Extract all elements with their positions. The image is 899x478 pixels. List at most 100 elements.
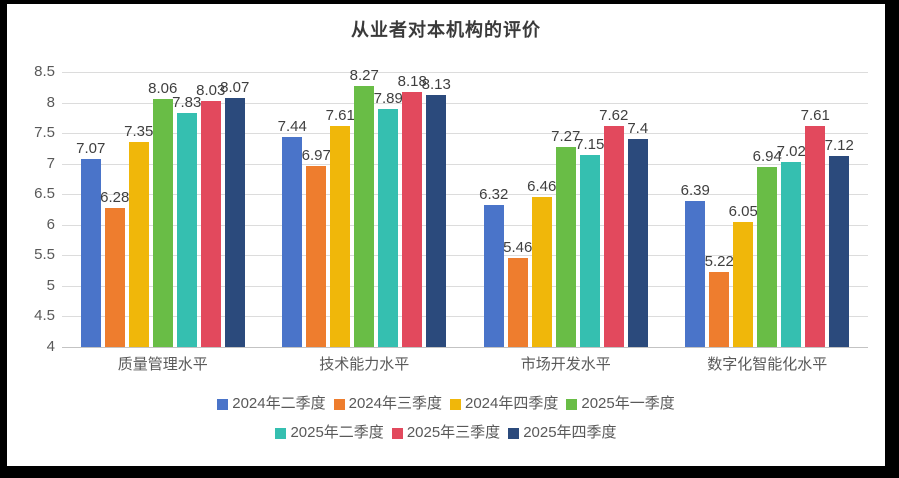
- bar: 7.89: [374, 90, 403, 347]
- chart-canvas: 从业者对本机构的评价 8.5 8 7.5 7 6.5 6 5.5 5 4.5 4 7.07 6.28…: [7, 4, 885, 466]
- legend-item: 2025年四季度: [508, 424, 617, 442]
- bar-value-label: 8.13: [421, 75, 451, 93]
- y-tick-label: 6.5: [34, 185, 55, 203]
- legend-item: 2024年三季度: [333, 395, 442, 413]
- legend-label: 2024年二季度: [232, 395, 326, 412]
- bar: 7.12: [825, 137, 854, 347]
- legend-item: 2024年二季度: [217, 395, 326, 413]
- bar: 7.62: [599, 107, 628, 347]
- y-axis: 8.5 8 7.5 7 6.5 6 5.5 5 4.5 4: [7, 63, 55, 355]
- legend-swatch: [566, 398, 578, 410]
- bar-group: 6.39 5.22 6.05 6.94 7.02 7.61 7.12: [667, 72, 869, 347]
- y-tick-label: 8.5: [34, 63, 55, 80]
- y-tick-label: 7: [46, 154, 55, 172]
- legend-item: 2025年二季度: [275, 424, 384, 442]
- bar-group: 7.07 6.28 7.35 8.06 7.83 8.03 8.07: [62, 72, 264, 347]
- bar: 7.61: [801, 107, 830, 347]
- gridline: [62, 255, 868, 257]
- bar: 6.28: [100, 189, 129, 347]
- bar-value-label: 7.27: [551, 128, 581, 146]
- bar: 6.39: [681, 182, 710, 347]
- bar-value-label: 6.39: [680, 181, 710, 199]
- bar-value-label: 5.22: [704, 253, 734, 271]
- y-tick-label: 4: [46, 338, 55, 355]
- gridline: [62, 133, 868, 135]
- bar: 5.22: [705, 253, 734, 347]
- bar: 8.13: [422, 76, 451, 347]
- bar-value-label: 6.97: [301, 146, 331, 164]
- bar: 6.46: [527, 178, 556, 347]
- bar-value-label: 8.27: [349, 67, 379, 85]
- bar-value-label: 7.12: [824, 137, 854, 155]
- y-tick-label: 6: [46, 215, 55, 233]
- bar: 7.02: [777, 143, 806, 347]
- bar-group: 6.32 5.46 6.46 7.27 7.15 7.62 7.4: [465, 72, 667, 347]
- bar-value-label: 7.89: [373, 90, 403, 108]
- legend-label: 2024年三季度: [348, 395, 442, 412]
- x-axis: 质量管理水平 技术能力水平 市场开发水平 数字化智能化水平: [62, 354, 868, 376]
- legend-label: 2025年一季度: [581, 395, 675, 412]
- x-category-label: 技术能力水平: [319, 356, 410, 373]
- bar-value-label: 7.61: [800, 107, 830, 125]
- legend-swatch: [275, 427, 287, 439]
- bar: 7.61: [326, 107, 355, 347]
- legend: 2024年二季度 2024年三季度 2024年四季度 2025年一季度 2025年二季度…: [7, 395, 885, 442]
- bar: 7.27: [551, 128, 580, 347]
- x-category-label: 质量管理水平: [117, 356, 208, 373]
- y-tick-label: 4.5: [34, 307, 55, 325]
- gridline: [62, 347, 868, 348]
- bar-value-label: 6.94: [752, 148, 782, 166]
- gridline: [62, 224, 868, 226]
- gridline: [62, 102, 868, 104]
- bar: 5.46: [503, 239, 532, 347]
- bar: 7.15: [575, 136, 604, 347]
- legend-label: 2025年四季度: [523, 424, 617, 441]
- legend-row: 2024年二季度 2024年三季度 2024年四季度 2025年一季度: [213, 395, 679, 413]
- bar-group: 7.44 6.97 7.61 8.27 7.89 8.18 8.13: [264, 67, 466, 347]
- bar: 6.32: [479, 186, 508, 347]
- bar-value-label: 6.46: [527, 177, 557, 195]
- bar-value-label: 6.32: [479, 186, 509, 204]
- bar: 8.06: [148, 80, 177, 347]
- legend-swatch: [333, 398, 345, 410]
- bar: 7.07: [76, 140, 105, 347]
- bar: 8.03: [196, 82, 225, 347]
- bar: 6.94: [753, 148, 782, 347]
- bar: 7.44: [278, 118, 307, 347]
- y-tick-label: 7.5: [34, 124, 55, 142]
- bar: 7.35: [124, 123, 153, 347]
- y-tick-label: 5.5: [34, 246, 55, 264]
- gridline: [62, 72, 868, 73]
- y-tick-label: 5: [46, 276, 55, 294]
- bar-value-label: 8.07: [220, 79, 250, 97]
- bar-value-label: 7.62: [599, 106, 629, 124]
- legend-item: 2025年三季度: [391, 424, 501, 442]
- bar-value-label: 7.02: [776, 143, 806, 161]
- bar-value-label: 7.15: [575, 135, 605, 153]
- legend-swatch: [391, 427, 403, 439]
- bar-value-label: 7.07: [76, 140, 106, 158]
- bar-value-label: 7.83: [172, 93, 202, 111]
- legend-swatch: [450, 398, 461, 410]
- bar-value-label: 7.35: [124, 123, 154, 141]
- legend-label: 2025年三季度: [406, 424, 501, 441]
- x-category-label: 数字化智能化水平: [707, 356, 828, 373]
- bar: 8.18: [398, 73, 427, 347]
- legend-item: 2024年四季度: [450, 395, 558, 413]
- bar-value-label: 5.46: [503, 238, 533, 256]
- legend-label: 2024年四季度: [465, 395, 559, 412]
- bar: 7.4: [627, 120, 648, 347]
- legend-label: 2025年二季度: [290, 424, 384, 441]
- legend-swatch: [508, 427, 520, 439]
- legend-swatch: [217, 398, 229, 410]
- gridline: [62, 285, 868, 287]
- bar: 7.83: [172, 94, 201, 347]
- gridline: [62, 316, 868, 318]
- bar-value-label: 8.06: [148, 79, 178, 97]
- bar: 6.05: [729, 203, 758, 347]
- legend-item: 2025年一季度: [566, 395, 675, 413]
- bar-value-label: 6.05: [728, 202, 758, 220]
- legend-row: 2025年二季度 2025年三季度 2025年四季度: [271, 424, 620, 442]
- bar-value-label: 7.44: [277, 117, 307, 135]
